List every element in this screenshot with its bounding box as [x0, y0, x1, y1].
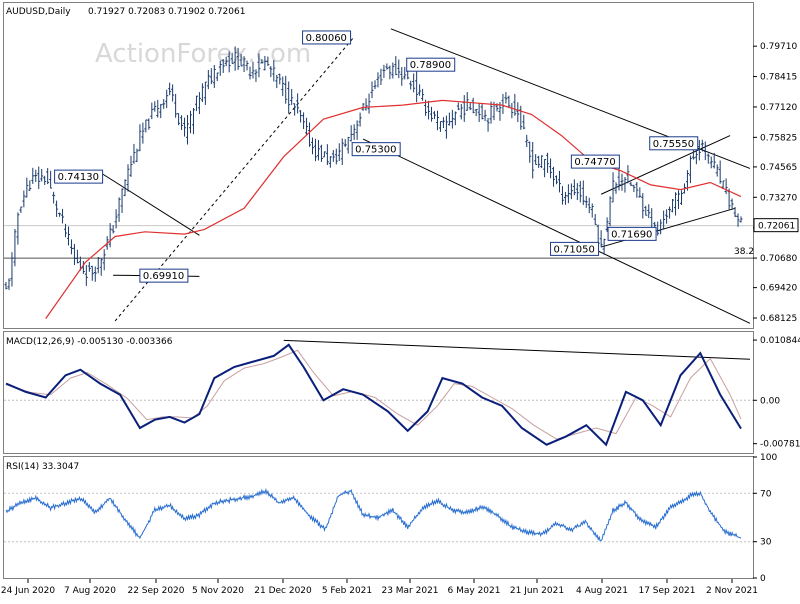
macd-header: MACD(12,26,9) -0.005130 -0.003366	[6, 337, 173, 347]
price-label: 0.74770	[574, 157, 615, 168]
price-tick-label: 0.69420	[760, 284, 797, 294]
price-label: 0.71050	[554, 244, 595, 255]
fib-level-label: 38.2	[734, 247, 754, 257]
price-label-box	[649, 136, 699, 151]
x-tick-label: 23 Mar 2021	[381, 586, 438, 596]
price-tick-label: 0.70680	[760, 254, 797, 264]
trendline-lower-channel	[362, 138, 751, 324]
current-price-tag	[753, 218, 799, 233]
price-label: 0.69910	[143, 271, 184, 282]
price-label-box	[302, 30, 352, 45]
watermark: ActionForex.com	[95, 39, 311, 69]
x-tick-label: 5 Nov 2020	[192, 586, 244, 596]
price-label-box	[406, 57, 456, 72]
macd-tick-label: -0.007819	[760, 440, 800, 450]
x-tick-label: 5 Feb 2021	[322, 586, 372, 596]
price-tick-label: 0.73270	[760, 193, 797, 203]
price-label: 0.80060	[306, 33, 347, 44]
price-tick-label: 0.74565	[760, 163, 797, 173]
price-tick-label: 0.79710	[760, 42, 797, 52]
macd-tick-label: 0.00	[760, 396, 780, 406]
x-tick-label: 6 May 2021	[448, 586, 501, 596]
trendline-2020-upper	[100, 172, 200, 236]
rsi-tick-label: 70	[760, 489, 772, 499]
x-tick-label: 4 Aug 2021	[576, 586, 628, 596]
rsi-line	[5, 487, 742, 542]
price-header-ohlc: 0.71927 0.72083 0.71902 0.72061	[88, 7, 245, 17]
price-label-box	[570, 154, 620, 169]
current-price-text: 0.72061	[758, 222, 795, 232]
rsi-tick-label: 100	[760, 453, 777, 463]
rsi-header: RSI(14) 33.3047	[6, 462, 79, 472]
x-tick-label: 7 Aug 2020	[64, 586, 116, 596]
price-label-box	[54, 169, 104, 184]
price-tick-label: 0.77120	[760, 103, 797, 113]
price-header-symbol: AUDUSD,Daily	[6, 7, 71, 17]
macd-line	[5, 343, 742, 447]
moving-average-line	[45, 99, 742, 319]
price-label: 0.78900	[410, 60, 451, 71]
x-tick-label: 21 Dec 2020	[254, 586, 312, 596]
trendline-wedge-upper	[600, 135, 731, 195]
price-label: 0.75300	[355, 145, 396, 156]
x-tick-label: 21 Jun 2021	[510, 586, 564, 596]
price-label: 0.71690	[611, 229, 652, 240]
price-label-box	[139, 268, 189, 283]
price-label: 0.74130	[58, 172, 99, 183]
x-tick-label: 2 Nov 2021	[706, 586, 758, 596]
price-label-box	[550, 241, 600, 256]
macd-trendline	[283, 339, 751, 360]
x-tick-label: 24 Jun 2020	[1, 586, 55, 596]
rsi-tick-label: 0	[760, 574, 766, 584]
price-label-box	[351, 142, 401, 157]
macd-tick-label: 0.010844	[760, 336, 800, 346]
price-label-box	[607, 226, 657, 241]
rsi-tick-label: 30	[760, 538, 772, 548]
price-tick-label: 0.68125	[760, 314, 797, 324]
x-tick-label: 22 Sep 2020	[127, 586, 184, 596]
price-label: 0.75550	[653, 139, 694, 150]
x-tick-label: 17 Sep 2021	[638, 586, 695, 596]
price-tick-label: 0.75825	[760, 133, 797, 143]
price-tick-label: 0.78415	[760, 73, 797, 83]
